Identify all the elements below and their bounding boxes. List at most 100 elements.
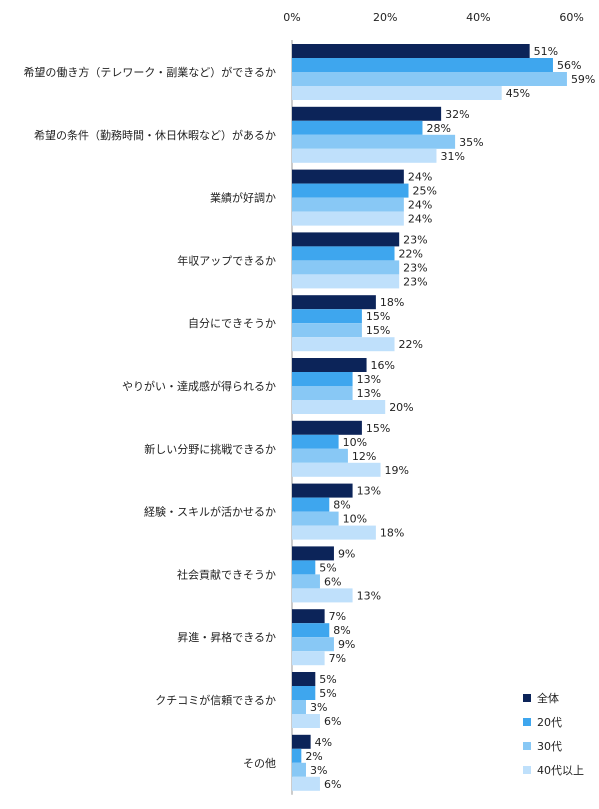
data-label: 23% (403, 233, 427, 246)
data-label: 7% (329, 652, 346, 665)
bar (292, 337, 395, 352)
bar (292, 169, 404, 184)
data-label: 9% (338, 547, 355, 560)
bar (292, 672, 316, 686)
bar-groups: 希望の働き方（テレワーク・副業など）ができるか 51%56%59% 45% 希望の条件… (23, 44, 595, 791)
bar (292, 58, 553, 72)
bar (292, 637, 334, 652)
bar-group: 新しい分野に挑戦できるか 15%10%12% 19% (144, 420, 409, 477)
data-label: 45% (506, 87, 530, 100)
bar (292, 274, 400, 289)
data-label: 51% (534, 45, 558, 58)
bar (292, 420, 362, 435)
bar (292, 651, 325, 666)
data-label: 10% (343, 436, 367, 449)
data-label: 24% (408, 213, 432, 226)
legend-label: 30代 (537, 740, 562, 753)
bar-group: 希望の働き方（テレワーク・副業など）ができるか 51%56%59% 45% (23, 44, 595, 100)
data-label: 24% (408, 199, 432, 212)
data-label: 9% (338, 638, 355, 651)
data-label: 4% (315, 736, 332, 749)
bar (292, 448, 348, 463)
bar (292, 546, 334, 561)
bar (292, 525, 376, 540)
bar (292, 776, 320, 791)
bar-group: その他 4%2%3%6% (243, 734, 341, 791)
bar (292, 386, 353, 400)
data-label: 28% (426, 122, 450, 135)
data-label: 8% (333, 624, 350, 637)
x-tick-label: 40% (466, 11, 490, 24)
data-label: 22% (399, 338, 423, 351)
bar-group: 社会貢献できそうか 9%5%6% 13% (177, 546, 381, 603)
bar (292, 686, 316, 700)
category-label: クチコミが信頼できるか (155, 693, 276, 707)
data-label: 59% (571, 73, 595, 86)
bar-group: 希望の条件（勤務時間・休日休暇など）があるか 32%28% 35%31% (34, 106, 484, 163)
data-label: 10% (343, 513, 367, 526)
data-label: 13% (357, 373, 381, 386)
legend-swatch (523, 742, 531, 750)
data-label: 19% (385, 464, 409, 477)
bar (292, 44, 530, 58)
data-label: 15% (366, 422, 390, 435)
data-label: 56% (557, 59, 581, 72)
category-label: 社会貢献できそうか (177, 567, 276, 581)
bar (292, 148, 437, 163)
category-label: 新しい分野に挑戦できるか (144, 442, 276, 456)
data-label: 23% (403, 275, 427, 288)
category-label: 経験・スキルが活かせるか (144, 505, 276, 519)
bar (292, 700, 306, 714)
category-label: 希望の条件（勤務時間・休日休暇など）があるか (34, 128, 276, 142)
bar (292, 120, 423, 135)
bar (292, 762, 306, 777)
data-label: 5% (319, 687, 336, 700)
data-label: 35% (459, 136, 483, 149)
bar (292, 323, 362, 338)
bar (292, 511, 339, 526)
data-label: 23% (403, 261, 427, 274)
bar (292, 72, 567, 86)
bar (292, 588, 353, 603)
data-label: 15% (366, 310, 390, 323)
data-label: 18% (380, 296, 404, 309)
x-tick-label: 0% (283, 11, 300, 24)
legend-swatch (523, 694, 531, 702)
bar (292, 295, 376, 310)
bar (292, 574, 320, 589)
bar (292, 197, 404, 212)
data-label: 13% (357, 387, 381, 400)
legend-label: 40代以上 (537, 764, 584, 777)
bar (292, 560, 316, 575)
data-label: 24% (408, 171, 432, 184)
legend: 全体 20代 30代 40代以上 (523, 691, 584, 777)
bar (292, 714, 320, 728)
bar (292, 400, 386, 414)
category-label: 業績が好調か (210, 191, 276, 205)
data-label: 15% (366, 324, 390, 337)
bar (292, 309, 362, 324)
bar (292, 497, 330, 512)
data-label: 13% (357, 589, 381, 602)
bar (292, 211, 404, 226)
bar (292, 483, 353, 498)
data-label: 3% (310, 701, 327, 714)
data-label: 6% (324, 715, 341, 728)
bar (292, 734, 311, 749)
bar (292, 609, 325, 624)
data-label: 20% (389, 401, 413, 414)
bar (292, 372, 353, 386)
data-label: 31% (440, 150, 464, 163)
bar (292, 86, 502, 100)
legend-swatch (523, 718, 531, 726)
data-label: 3% (310, 764, 327, 777)
bar (292, 246, 395, 261)
bar (292, 462, 381, 477)
